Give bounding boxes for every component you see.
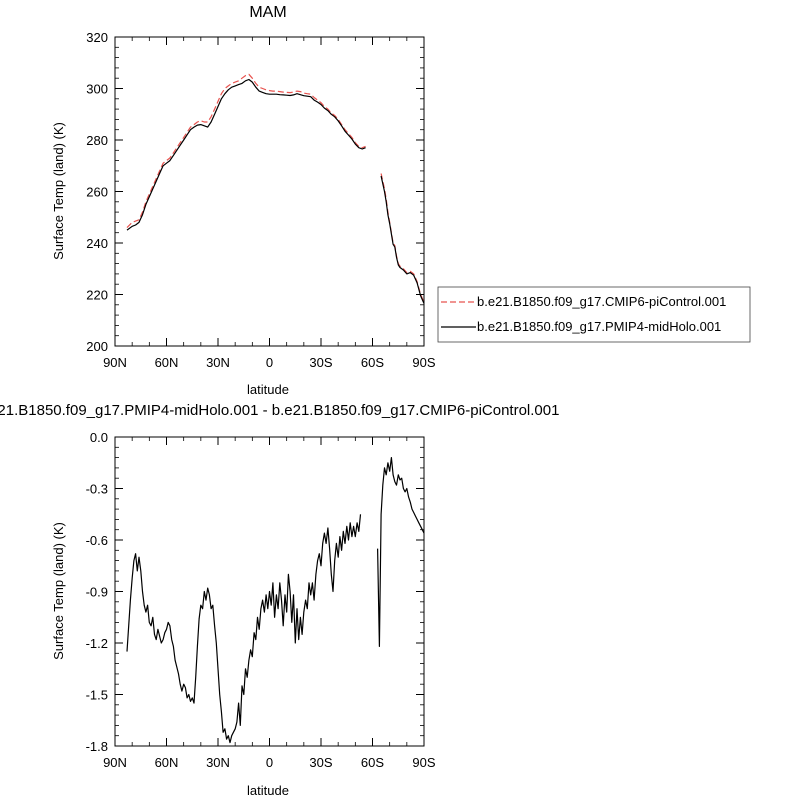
bottom-y-tick-label: -1.2	[86, 636, 108, 651]
top-chart-axes: 90N 60N 30N 0 30S 60S 90S 200 220 240 260 280 300 320	[86, 30, 436, 370]
bottom-x-tick-label: 60N	[155, 755, 179, 770]
top-y-tick-label: 280	[86, 133, 108, 148]
bottom-y-tick-label: 0.0	[90, 430, 108, 445]
top-series-0-segment-0	[126, 73, 366, 229]
top-chart-legend: b.e21.B1850.f09_g17.CMIP6-piControl.001 …	[437, 286, 751, 343]
bottom-y-tick-label: -0.9	[86, 585, 108, 600]
bottom-series-0-segment-1	[377, 457, 425, 648]
top-y-tick-label: 220	[86, 288, 108, 303]
top-x-tick-label: 90S	[412, 355, 435, 370]
legend-label-picontrol: b.e21.B1850.f09_g17.CMIP6-piControl.001	[477, 294, 726, 309]
top-x-tick-label: 30S	[309, 355, 332, 370]
top-series-1-segment-1	[380, 175, 425, 304]
bottom-chart-x-axis-label: latitude	[247, 783, 289, 798]
bottom-series-0-segment-0	[126, 514, 362, 744]
bottom-y-tick-label: -1.5	[86, 688, 108, 703]
top-y-tick-label: 240	[86, 236, 108, 251]
top-chart-x-axis-label: latitude	[247, 382, 289, 397]
bottom-chart-series	[126, 457, 425, 744]
bottom-x-tick-label: 90N	[103, 755, 127, 770]
top-y-tick-label: 300	[86, 82, 108, 97]
top-y-tick-label: 260	[86, 185, 108, 200]
bottom-y-tick-label: -0.6	[86, 533, 108, 548]
bottom-chart-title: b.e21.B1850.f09_g17.PMIP4-midHolo.001 - …	[0, 402, 559, 419]
bottom-y-tick-label: -1.8	[86, 739, 108, 754]
bottom-x-tick-label: 60S	[361, 755, 384, 770]
top-chart-series	[126, 73, 425, 304]
bottom-x-tick-label: 30N	[206, 755, 230, 770]
top-y-tick-label: 320	[86, 30, 108, 45]
top-series-1-segment-0	[126, 78, 366, 231]
bottom-x-tick-label: 0	[266, 755, 273, 770]
top-plot-frame	[114, 36, 425, 347]
bottom-chart-axes: 90N 60N 30N 0 30S 60S 90S 0.0 -0.3 -0.6 -0.9 -1.2 -1…	[86, 430, 436, 770]
top-x-tick-label: 30N	[206, 355, 230, 370]
top-x-tick-label: 60N	[155, 355, 179, 370]
legend-frame	[437, 286, 751, 343]
top-x-tick-label: 90N	[103, 355, 127, 370]
top-chart-y-axis-label: Surface Temp (land) (K)	[51, 122, 66, 260]
top-y-tick-label: 200	[86, 339, 108, 354]
legend-label-midholo: b.e21.B1850.f09_g17.PMIP4-midHolo.001	[477, 319, 721, 334]
bottom-chart-y-axis-label: Surface Temp (land) (K)	[51, 522, 66, 660]
bottom-y-tick-label: -0.3	[86, 482, 108, 497]
bottom-x-tick-label: 30S	[309, 755, 332, 770]
top-chart-title: MAM	[249, 4, 286, 21]
top-x-tick-label: 60S	[361, 355, 384, 370]
bottom-x-tick-label: 90S	[412, 755, 435, 770]
top-x-tick-label: 0	[266, 355, 273, 370]
